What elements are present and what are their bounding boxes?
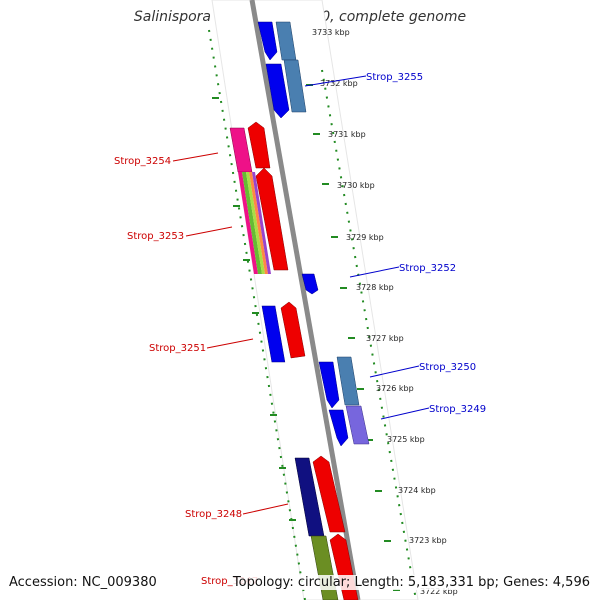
gene-arrow-strop-3254-red[interactable] bbox=[247, 121, 271, 169]
gene-label-strop-3247[interactable]: Strop_3247 bbox=[201, 576, 258, 587]
kbp-label-3729: 3729 kbp bbox=[346, 233, 384, 242]
gene-label-strop-3248[interactable]: Strop_3248 bbox=[185, 509, 242, 520]
kbp-label-3728: 3728 kbp bbox=[356, 283, 394, 292]
kbp-label-3732: 3732 kbp bbox=[320, 79, 358, 88]
gene-block-strop-3253-multicolor[interactable] bbox=[238, 172, 271, 274]
kbp-label-3733: 3733 kbp bbox=[312, 28, 350, 37]
gene-arrow-strop-3248-red[interactable] bbox=[312, 455, 346, 533]
leader-strop-3251 bbox=[206, 338, 254, 349]
gene-arrow-3733-blue[interactable] bbox=[257, 21, 278, 61]
gene-label-strop-3254[interactable]: Strop_3254 bbox=[114, 156, 171, 167]
gene-arrow-strop-3252[interactable] bbox=[301, 273, 319, 295]
gene-arrow-strop-3255-blue[interactable] bbox=[265, 63, 290, 119]
gene-label-strop-3251[interactable]: Strop_3251 bbox=[149, 343, 206, 354]
gene-block-strop-3251-blue[interactable] bbox=[261, 305, 286, 363]
gene-block-strop-3255-steelblue[interactable] bbox=[283, 59, 307, 113]
leader-strop-3253 bbox=[185, 226, 233, 237]
kbp-label-3724: 3724 kbp bbox=[398, 486, 436, 495]
leader-strop-3254 bbox=[172, 152, 219, 162]
kbp-label-3725: 3725 kbp bbox=[387, 435, 425, 444]
leader-strop-3252 bbox=[349, 266, 400, 278]
accession-label: Accession: NC_009380 bbox=[9, 575, 157, 590]
genome-backbone bbox=[249, 0, 361, 600]
gene-arrow-strop-3253-red[interactable] bbox=[255, 167, 289, 271]
gene-arrow-strop-3250-blue[interactable] bbox=[318, 361, 340, 409]
gene-label-strop-3253[interactable]: Strop_3253 bbox=[127, 231, 184, 242]
kbp-label-3722: 3722 kbp bbox=[420, 587, 458, 596]
gene-block-strop-3249-purple[interactable] bbox=[345, 405, 370, 445]
kbp-label-3731: 3731 kbp bbox=[328, 130, 366, 139]
gene-label-strop-3249[interactable]: Strop_3249 bbox=[429, 404, 486, 415]
leader-strop-3248 bbox=[242, 503, 289, 515]
gene-label-strop-3255[interactable]: Strop_3255 bbox=[366, 72, 423, 83]
left-tick-rail bbox=[208, 29, 306, 600]
kbp-label-3730: 3730 kbp bbox=[337, 181, 375, 190]
leader-strop-3255 bbox=[304, 75, 367, 87]
gene-block-strop-3250-steelblue[interactable] bbox=[336, 356, 360, 406]
leader-strop-3249 bbox=[380, 407, 430, 420]
leader-strop-3250 bbox=[369, 365, 420, 378]
topology-label: Topology: circular; Length: 5,183,331 bp… bbox=[232, 575, 590, 590]
left-major-ticks bbox=[212, 97, 296, 521]
gene-label-strop-3250[interactable]: Strop_3250 bbox=[419, 362, 476, 373]
gene-label-strop-3252[interactable]: Strop_3252 bbox=[399, 263, 456, 274]
kbp-label-3723: 3723 kbp bbox=[409, 536, 447, 545]
gene-arrow-strop-3249-blue[interactable] bbox=[328, 409, 349, 447]
gene-arrow-strop-3251-red[interactable] bbox=[280, 301, 306, 359]
kbp-label-3726: 3726 kbp bbox=[376, 384, 414, 393]
kbp-label-3727: 3727 kbp bbox=[366, 334, 404, 343]
